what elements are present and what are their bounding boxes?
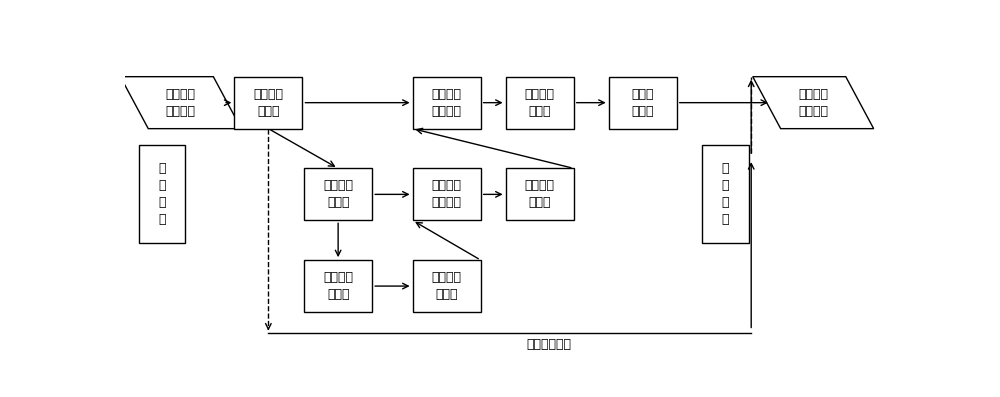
Text: 混合域注
意力机制: 混合域注 意力机制 bbox=[432, 179, 462, 209]
Bar bbox=[506, 168, 574, 220]
Bar bbox=[413, 77, 481, 129]
Bar bbox=[506, 77, 574, 129]
Text: 样本肝脏
三维影像: 样本肝脏 三维影像 bbox=[166, 88, 196, 118]
Text: 编
码
过
程: 编 码 过 程 bbox=[158, 162, 166, 226]
Text: 图像上采
样模块: 图像上采 样模块 bbox=[525, 88, 555, 118]
Text: 模型预
测结果: 模型预 测结果 bbox=[631, 88, 654, 118]
Bar bbox=[139, 145, 185, 243]
Bar bbox=[234, 77, 302, 129]
Text: 混合域注
意力机制: 混合域注 意力机制 bbox=[432, 88, 462, 118]
Text: 解
码
过
程: 解 码 过 程 bbox=[722, 162, 729, 226]
Text: 图像下采
样模块: 图像下采 样模块 bbox=[323, 271, 353, 301]
Polygon shape bbox=[753, 77, 874, 129]
Bar bbox=[609, 77, 677, 129]
Text: 图像下采
样模块: 图像下采 样模块 bbox=[323, 179, 353, 209]
Text: 更新模型参数: 更新模型参数 bbox=[526, 338, 571, 351]
Text: 静脉血管
标注数据: 静脉血管 标注数据 bbox=[798, 88, 828, 118]
Text: 图像上采
样模块: 图像上采 样模块 bbox=[525, 179, 555, 209]
Bar bbox=[304, 260, 372, 312]
Polygon shape bbox=[120, 77, 241, 129]
Bar bbox=[413, 260, 481, 312]
Bar bbox=[702, 145, 749, 243]
Bar bbox=[304, 168, 372, 220]
Text: 图像上采
样模块: 图像上采 样模块 bbox=[432, 271, 462, 301]
Text: 图像下采
样模块: 图像下采 样模块 bbox=[253, 88, 283, 118]
Bar bbox=[413, 168, 481, 220]
